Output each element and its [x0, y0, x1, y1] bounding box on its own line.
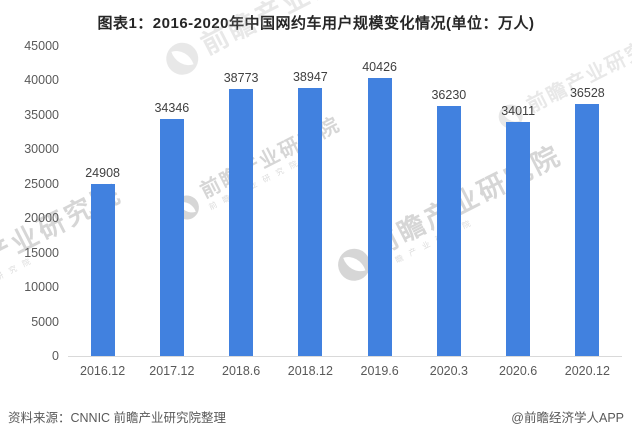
source-text: 资料来源：CNNIC 前瞻产业研究院整理: [8, 411, 227, 425]
page-title: 图表1：2016-2020年中国网约车用户规模变化情况(单位：万人): [97, 15, 535, 32]
bar-column: 38773: [207, 47, 276, 356]
x-axis-label: 2018.12: [287, 364, 333, 378]
bar: [159, 119, 184, 356]
bar-value-label: 40426: [362, 59, 397, 74]
bar-column: 36528: [553, 47, 622, 356]
footer: 资料来源：CNNIC 前瞻产业研究院整理 @前瞻经济学人APP: [8, 407, 624, 426]
x-axis-label: 2020.3: [429, 364, 468, 378]
bar-column: 40426: [345, 47, 414, 356]
brand-text: @前瞻经济学人APP: [511, 411, 624, 425]
x-axis-label: 2016.12: [80, 364, 126, 378]
bar: [229, 88, 254, 356]
x-axis-label: 2020.12: [564, 364, 610, 378]
bar-value-label: 38947: [292, 69, 328, 84]
bar-value-label: 34346: [154, 101, 190, 116]
bar: [298, 87, 323, 356]
bar-column: 34346: [137, 47, 206, 356]
y-axis-tick-label: 15000: [24, 245, 59, 260]
y-axis-tick-label: 5000: [31, 314, 59, 329]
bar-value-label: 24908: [85, 166, 120, 181]
x-axis-label: 2020.6: [499, 364, 538, 378]
x-axis-labels: 2016.12 2017.12 2018.6 2018.12 2019.6 2020.3 2…: [68, 357, 622, 378]
y-axis-tick-label: 10000: [24, 280, 59, 295]
x-axis-label: 2018.6: [222, 364, 261, 378]
bar: [575, 104, 600, 356]
x-axis-label: 2019.6: [360, 364, 399, 378]
bar-value-label: 36528: [569, 86, 605, 101]
y-axis-tick-label: 40000: [24, 73, 59, 88]
y-axis-tick-label: 30000: [24, 142, 59, 157]
plot-area: 24908 34346 38773 38947 40426 36230 34011 36528…: [24, 39, 622, 363]
y-axis-tick-label: 20000: [24, 211, 59, 226]
y-axis-tick-label: 45000: [24, 39, 59, 53]
y-axis-tick-label: 25000: [24, 176, 59, 191]
bar-value-label: 38773: [223, 70, 259, 85]
bars-container: 24908 34346 38773 38947 40426 36230 34011 36528: [68, 47, 622, 356]
bar-column: 34011: [484, 47, 553, 356]
bar-value-label: 36230: [431, 88, 467, 103]
bar: [90, 184, 115, 356]
x-axis-label: 2017.12: [149, 364, 195, 378]
bar-column: 36230: [414, 47, 483, 356]
bar-column: 38947: [276, 47, 345, 356]
y-axis-tick-label: 35000: [24, 107, 59, 122]
bar-chart: 24908 34346 38773 38947 40426 36230 34011 36528…: [24, 39, 622, 378]
bar: [436, 106, 461, 356]
bar-value-label: 34011: [501, 103, 536, 118]
bar: [367, 77, 392, 356]
bar-column: 24908: [68, 47, 137, 356]
y-axis-tick-label: 0: [52, 349, 59, 363]
bar: [506, 121, 531, 356]
